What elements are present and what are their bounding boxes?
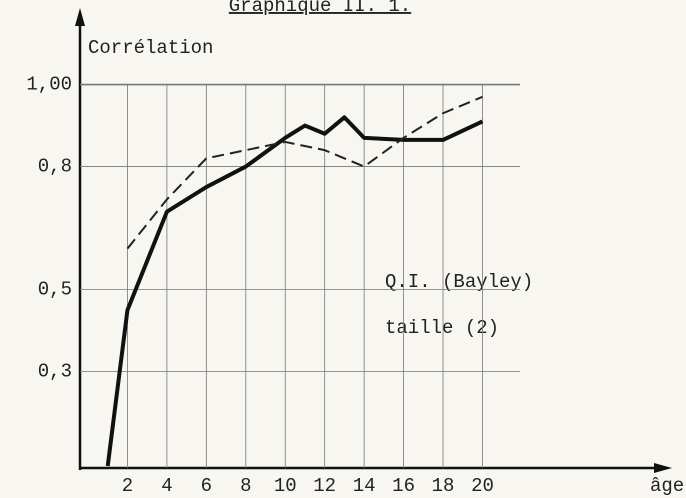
line <box>126 95 483 250</box>
chart-title: Graphique II. 1. <box>229 0 411 17</box>
x-tick-label: 18 <box>432 475 455 497</box>
x-tick-label: 2 <box>122 475 133 497</box>
x-tick-label: 16 <box>392 475 415 497</box>
y-arrow <box>75 8 85 26</box>
y-tick-label: 0,3 <box>38 361 72 383</box>
x-tick-label: 4 <box>161 475 172 497</box>
annotation: taille (2) <box>385 317 499 339</box>
x-arrow <box>654 463 672 473</box>
x-tick-label: 10 <box>274 475 297 497</box>
y-axis-label: Corrélation <box>88 37 213 59</box>
annotation: Q.I. (Bayley) <box>385 271 533 293</box>
x-axis-label: âge <box>650 475 684 497</box>
x-tick-label: 14 <box>353 475 376 497</box>
x-tick-label: 6 <box>201 475 212 497</box>
x-tick-label: 20 <box>471 475 494 497</box>
line <box>105 115 484 467</box>
y-tick-label: 0,5 <box>38 279 72 301</box>
x-tick-label: 8 <box>240 475 251 497</box>
y-tick-label: 0,8 <box>38 156 72 178</box>
x-tick-label: 12 <box>313 475 336 497</box>
y-tick-label: 1,00 <box>26 74 72 96</box>
